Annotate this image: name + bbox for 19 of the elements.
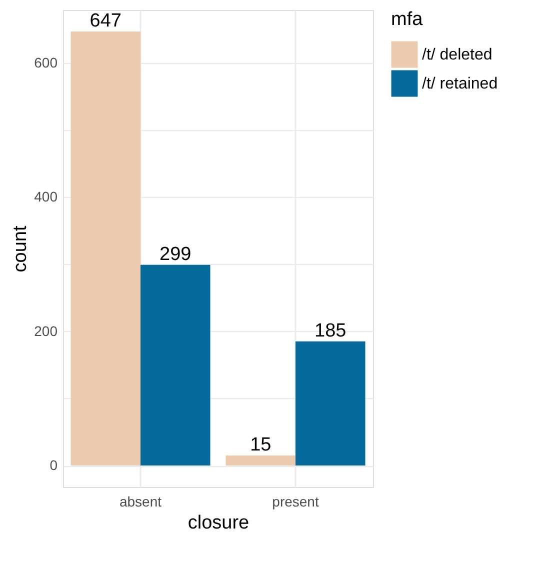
legend-label: /t/ deleted <box>422 46 492 64</box>
legend-label: /t/ retained <box>422 76 498 92</box>
bar <box>296 341 366 466</box>
bar <box>140 264 210 466</box>
bar <box>226 455 296 466</box>
data-label: 185 <box>314 320 346 342</box>
y-tick-label: 600 <box>34 54 58 70</box>
data-label: 647 <box>90 10 122 32</box>
y-axis-title: count <box>10 225 32 272</box>
y-tick-label: 0 <box>50 457 58 474</box>
y-tick-label: 200 <box>34 322 58 339</box>
y-tick-label: 400 <box>34 188 58 205</box>
data-label: 15 <box>250 434 272 456</box>
data-label: 299 <box>160 244 192 265</box>
bar <box>70 31 140 466</box>
x-tick-label: absent <box>119 494 162 510</box>
x-axis-title: closure <box>188 512 250 534</box>
x-tick-label: present <box>272 494 319 510</box>
legend-title: mfa <box>391 9 424 30</box>
